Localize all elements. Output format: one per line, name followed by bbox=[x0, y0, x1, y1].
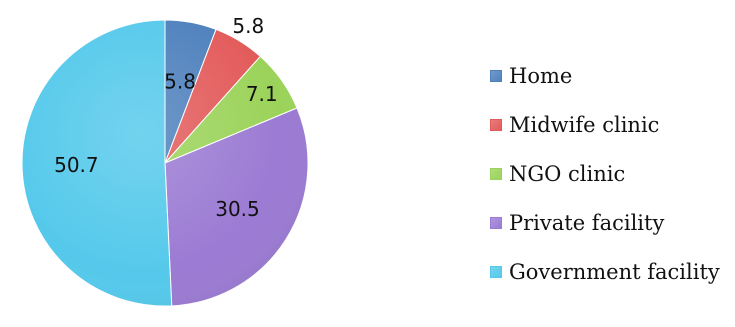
legend-item-ngo-clinic: NGO clinic bbox=[490, 162, 735, 186]
legend-swatch-midwife-clinic bbox=[490, 119, 502, 131]
legend-swatch-home bbox=[490, 70, 502, 82]
data-label-ngo-clinic: 7.1 bbox=[246, 82, 278, 106]
legend-label-government-facility: Government facility bbox=[509, 260, 720, 284]
legend: Home Midwife clinic NGO clinic Private f… bbox=[490, 64, 735, 309]
data-label-private-facility: 30.5 bbox=[215, 197, 260, 221]
data-label-government-facility: 50.7 bbox=[54, 153, 99, 177]
legend-label-home: Home bbox=[509, 64, 573, 88]
data-label-midwife-clinic: 5.8 bbox=[232, 14, 264, 38]
legend-swatch-ngo-clinic bbox=[490, 168, 502, 180]
legend-label-private-facility: Private facility bbox=[509, 211, 665, 235]
legend-swatch-private-facility bbox=[490, 217, 502, 229]
pie-data-labels: 5.8 5.8 7.1 30.5 50.7 bbox=[54, 14, 278, 221]
legend-label-midwife-clinic: Midwife clinic bbox=[509, 113, 660, 137]
legend-item-private-facility: Private facility bbox=[490, 211, 735, 235]
legend-item-midwife-clinic: Midwife clinic bbox=[490, 113, 735, 137]
legend-swatch-government-facility bbox=[490, 266, 502, 278]
legend-label-ngo-clinic: NGO clinic bbox=[509, 162, 626, 186]
data-label-home: 5.8 bbox=[164, 69, 196, 93]
legend-item-home: Home bbox=[490, 64, 735, 88]
legend-item-government-facility: Government facility bbox=[490, 260, 735, 284]
